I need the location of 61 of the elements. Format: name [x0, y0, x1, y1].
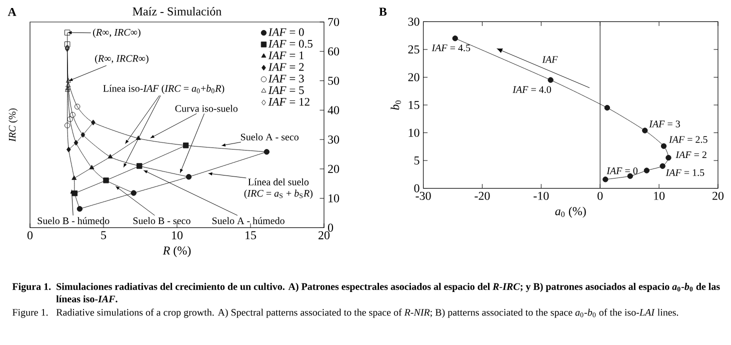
x-tick-label: 15	[246, 231, 256, 240]
legend-label: IAF = 0	[268, 28, 304, 36]
y-axis-title: IRC (%)	[8, 108, 18, 142]
y-tick-label: 15	[408, 100, 420, 110]
text: Línea iso-IAF (IRC = a$_{0}$+b$_{0}$R)	[103, 84, 224, 94]
annotation: IAF = 1.5	[666, 169, 704, 176]
x-tick-label: 20	[318, 231, 330, 240]
chart-title: Maíz - Simulación	[132, 7, 222, 16]
y-tick-label: 20	[408, 73, 420, 82]
x-tick-label: 10	[654, 192, 665, 200]
y-tick-label: 60	[328, 47, 340, 56]
y-tick-label: 30	[328, 135, 340, 144]
y-axis-title: b$_{0}$	[390, 100, 401, 110]
x-axis-title: a$_{0}$ (%)	[555, 206, 586, 218]
annotation: IAF	[542, 56, 558, 63]
y-tick-label: 40	[328, 106, 340, 114]
annotation: IAF = 2	[676, 151, 706, 158]
x-axis-title: R (%)	[162, 246, 191, 258]
annotation: Curva iso-suelo	[175, 104, 238, 112]
annotation: IAF = 4.0	[512, 86, 552, 93]
annotation: Línea del suelo	[248, 178, 309, 186]
x-tick-label: -10	[534, 192, 549, 200]
y-tick-label: 30	[408, 18, 420, 26]
text: B	[379, 8, 387, 16]
legend-label: IAF = 0.5	[268, 40, 312, 48]
y-tick-label: 25	[408, 45, 420, 54]
annotation: IAF = 3	[649, 120, 680, 128]
annotation: IAF = 4.5	[432, 44, 470, 52]
x-tick-label: 20	[712, 192, 724, 200]
y-tick-label: 0	[328, 224, 334, 232]
annotation: Suelo A - seco	[240, 133, 299, 140]
annotation: (R∞, IRCR∞)	[95, 54, 148, 64]
x-tick-label: 0	[27, 231, 33, 240]
legend-label: IAF = 12	[268, 98, 310, 106]
caption: Figure 1.	[12, 309, 48, 318]
annotation: Suelo A - húmedo	[212, 217, 284, 224]
annotation: Suelo B - seco	[133, 217, 190, 224]
legend-label: IAF = 3	[268, 74, 304, 82]
legend-label: IAF = 1	[268, 52, 304, 60]
y-tick-label: 0	[414, 184, 420, 192]
legend-label: IAF = 5	[268, 86, 304, 94]
x-tick-label: -20	[474, 192, 490, 200]
text: (IRC = a$_{S}$ + b$_{S}$R)	[244, 190, 313, 199]
text: Simulaciones radiativas del crecimiento de un cultivo. A) Patrones espectrales asociados al espacio del R-IRC; y B) patrones asociados al espacio a$_{0}$-b$_{0}$ de las líneas iso-IAF.	[56, 282, 720, 302]
x-tick-label: 10	[172, 231, 183, 240]
text: A	[8, 8, 16, 16]
legend-label: IAF = 2	[268, 63, 304, 71]
annotation: Suelo B - húmedo	[38, 217, 110, 224]
y-tick-label: 10	[408, 128, 420, 137]
x-tick-label: 5	[101, 231, 106, 240]
y-tick-label: 50	[328, 76, 340, 85]
x-tick-label: -30	[416, 192, 431, 200]
y-tick-label: 5	[414, 156, 420, 165]
x-tick-label: 0	[598, 192, 603, 200]
y-tick-label: 20	[328, 164, 340, 173]
y-tick-label: 70	[328, 18, 340, 26]
annotation: (R∞, IRC∞)	[93, 28, 140, 38]
text: Figura 1.	[12, 282, 51, 292]
annotation: IAF = 0	[606, 167, 638, 174]
text: Radiative simulations of a crop growth. A) Spectral patterns associated to the space of R-NIR; B) patterns associated to the space a$_{0}$-b$_{0}$ of the iso-LAI lines.	[56, 308, 678, 318]
annotation: IAF = 2.5	[668, 136, 708, 143]
